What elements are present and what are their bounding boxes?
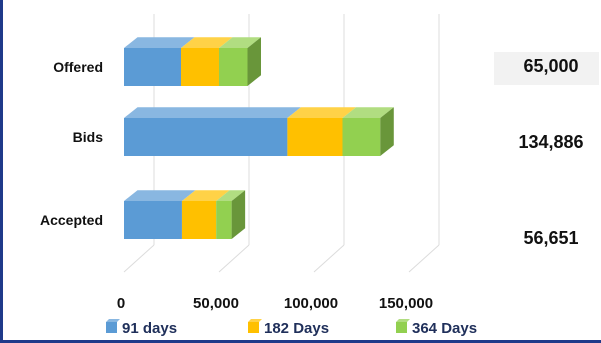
legend-swatch-1 <box>106 322 117 333</box>
stacked-bar-chart: Offered 65,000 Bids 134,886 Accepted 56,651 0 5… <box>40 14 599 337</box>
total-label-bids: 134,886 <box>518 132 583 152</box>
floor-gridline <box>313 244 345 273</box>
x-tick-label: 50,000 <box>193 295 239 312</box>
total-label-offered: 65,000 <box>523 56 578 76</box>
bar-offered-side <box>247 37 261 86</box>
category-label-accepted: Accepted <box>40 212 103 228</box>
category-label-bids: Bids <box>73 129 104 145</box>
legend-swatch-2 <box>248 322 259 333</box>
bar-accepted-364-days-top <box>216 190 246 201</box>
x-tick-label: 100,000 <box>284 295 338 312</box>
legend-label-1: 91 days <box>122 320 177 337</box>
category-label-offered: Offered <box>53 59 103 75</box>
total-label-accepted: 56,651 <box>523 228 578 248</box>
legend-label-3: 364 Days <box>412 320 477 337</box>
bar-bids-91-days <box>124 118 288 156</box>
floor-gridline <box>218 244 250 273</box>
floor-gridline <box>123 244 155 273</box>
bar-accepted-182-days <box>181 201 217 239</box>
bar-offered-182-days <box>181 48 219 86</box>
bar-offered-91-days-top <box>124 37 195 48</box>
bar-offered-91-days <box>124 48 181 86</box>
bar-accepted-side <box>231 190 246 239</box>
bar-offered-364-days <box>219 48 248 86</box>
bar-accepted-91-days <box>124 201 182 239</box>
bar-bids-side <box>380 107 394 156</box>
bar-bids-91-days-top <box>124 107 301 118</box>
bar-bids-182-days-top <box>287 107 356 118</box>
total-box <box>494 52 599 85</box>
legend-swatch-3 <box>396 322 407 333</box>
bar-bids-364-days-top <box>342 107 394 118</box>
bar-bids-364-days <box>342 118 381 156</box>
bar-offered-182-days-top <box>181 37 233 48</box>
bar-bids-182-days <box>287 118 343 156</box>
floor-gridline <box>408 244 440 273</box>
bar-offered-364-days-top <box>219 37 261 48</box>
x-tick-label: 150,000 <box>379 295 433 312</box>
legend-swatch-top-3 <box>396 319 410 322</box>
legend-swatch-top-1 <box>106 319 120 322</box>
legend-swatch-top-2 <box>248 319 262 322</box>
x-tick-label: 0 <box>117 295 125 312</box>
legend-label-2: 182 Days <box>264 320 329 337</box>
bar-accepted-364-days <box>216 201 232 239</box>
bar-accepted-91-days-top <box>124 190 196 201</box>
bar-accepted-182-days-top <box>181 190 230 201</box>
